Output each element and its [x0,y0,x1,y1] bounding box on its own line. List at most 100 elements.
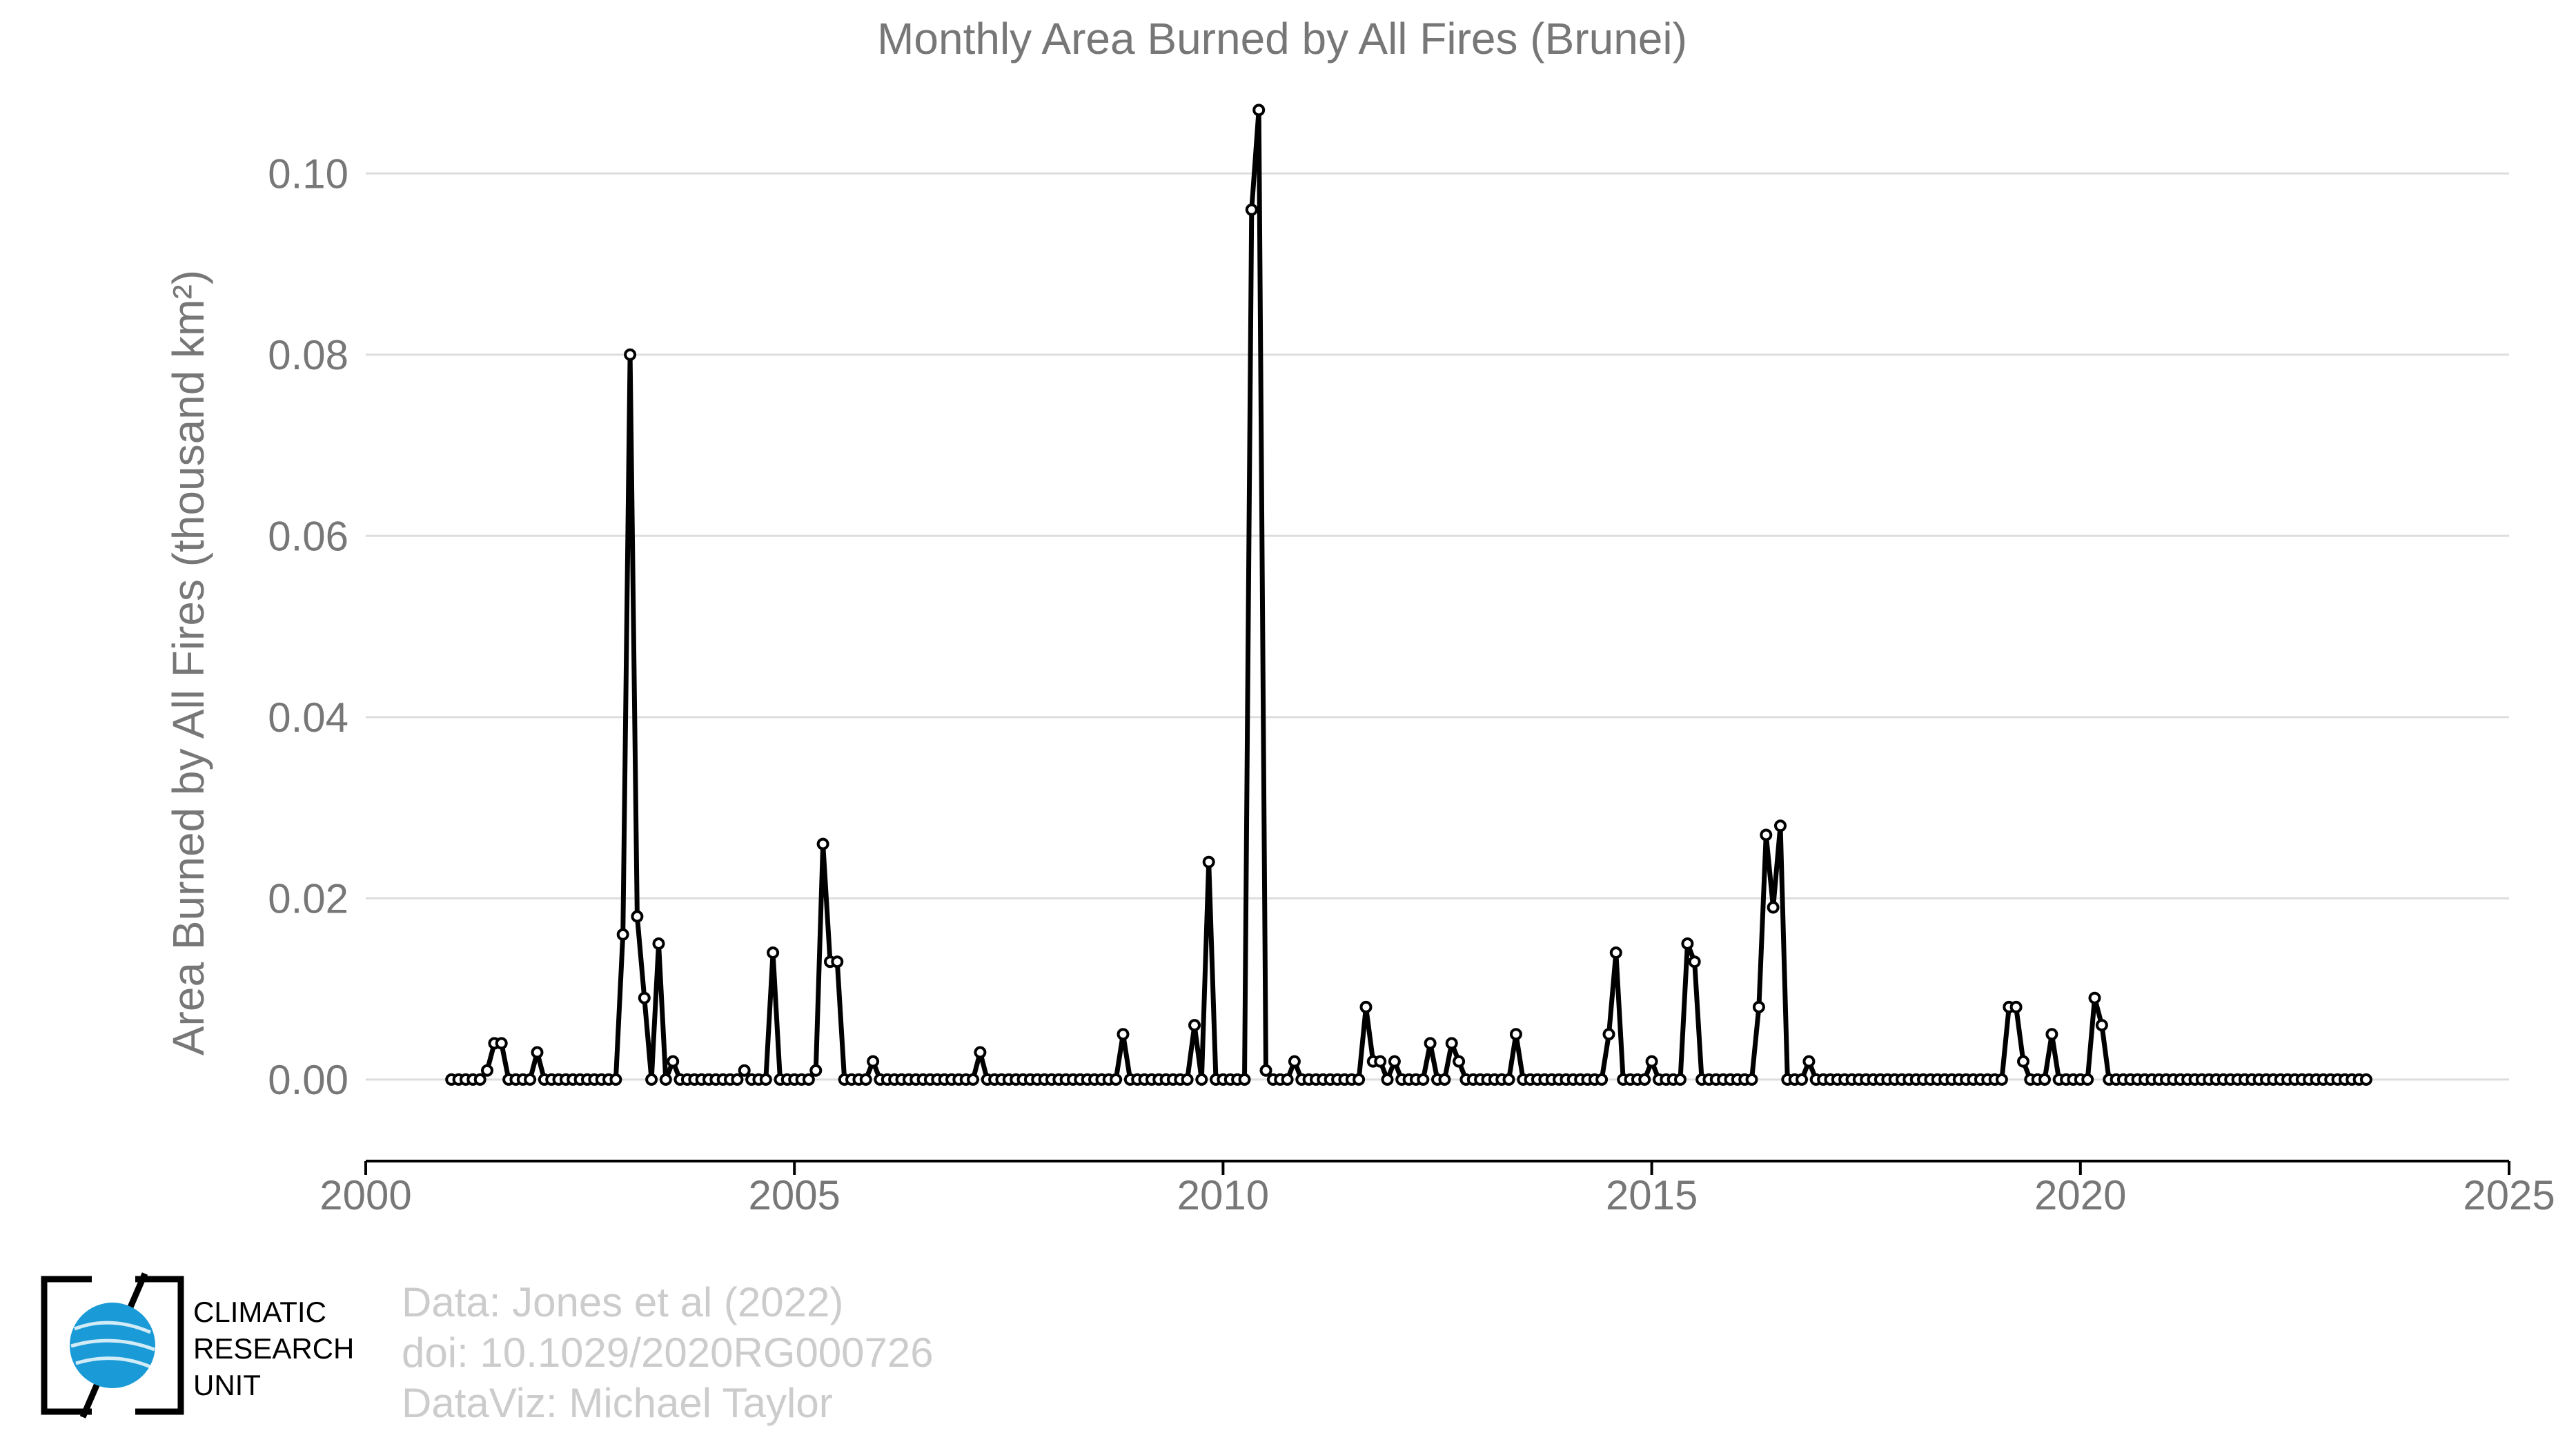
data-point [767,946,780,960]
series-points [445,104,2372,1086]
data-point [1681,937,1694,950]
data-point [624,348,637,361]
data-point [1117,1028,1130,1041]
data-point [1288,1055,1301,1068]
data-point [1281,1073,1294,1086]
data-point [1995,1073,2008,1086]
data-point [1502,1073,1515,1086]
data-point [1774,819,1787,832]
data-point [1602,1028,1615,1041]
data-point [473,1073,486,1086]
data-point [652,937,665,950]
data-point [1245,203,1258,216]
data-point [1381,1073,1394,1086]
data-point [1445,1037,1458,1050]
data-point [759,1073,772,1086]
data-point [645,1073,658,1086]
credit-data: Data: Jones et al (2022) [402,1279,843,1325]
data-point [2081,1073,2094,1086]
data-point [2088,991,2101,1004]
data-point [1609,946,1622,960]
logo-line-1: CLIMATIC [193,1296,326,1328]
data-point [1453,1055,1466,1068]
data-point [816,837,829,850]
x-tick-label: 2010 [1177,1172,1269,1218]
x-axis-ticks: 2000 2005 2010 2015 2020 2025 [319,1161,2555,1218]
logo-bracket-left [41,1276,92,1415]
data-point [2095,1019,2108,1032]
data-point [1110,1073,1123,1086]
cru-logo: CLIMATIC RESEARCH UNIT [41,1272,354,1419]
data-point [1752,1000,1765,1013]
data-point [1195,1073,1208,1086]
data-point [1417,1073,1430,1086]
data-point [1767,901,1780,914]
data-point [1188,1019,1201,1032]
data-point [974,1046,987,1059]
data-point [1674,1073,1687,1086]
data-point [859,1073,872,1086]
data-point [616,928,629,941]
data-point [1688,955,1701,968]
data-point [831,955,844,968]
data-point [1745,1073,1758,1086]
data-point [2009,1000,2023,1013]
y-tick-label: 0.00 [268,1057,348,1103]
credit-doi: doi: 10.1029/2020RG000726 [402,1330,934,1376]
data-point [1181,1073,1194,1086]
data-point [1359,1000,1373,1013]
data-point [1252,104,1266,117]
chart-title: Monthly Area Burned by All Fires (Brunei… [877,14,1687,64]
x-tick-label: 2025 [2463,1172,2555,1218]
data-point [731,1073,744,1086]
data-point [738,1064,751,1077]
grid-lines [366,172,2509,1081]
y-tick-label: 0.06 [268,513,348,559]
data-point [1238,1073,1251,1086]
data-point [1424,1037,1437,1050]
logo-bracket-right [135,1276,184,1415]
data-point [2359,1073,2372,1086]
y-axis-ticks: 0.00 0.02 0.04 0.06 0.08 0.10 [268,150,348,1103]
data-point [524,1073,537,1086]
data-point [1595,1073,1609,1086]
data-point [609,1073,622,1086]
x-tick-label: 2020 [2034,1172,2126,1218]
data-point [1388,1055,1401,1068]
x-tick-label: 2015 [1606,1172,1698,1218]
credit-dataviz: DataViz: Michael Taylor [402,1380,833,1426]
data-point [2038,1073,2051,1086]
data-point [1202,855,1215,868]
data-point [967,1073,979,1086]
data-point [1638,1073,1651,1086]
y-tick-label: 0.10 [268,150,348,197]
y-axis-label: Area Burned by All Fires (thousand km²) [164,270,213,1055]
data-point [1374,1055,1387,1068]
data-point [667,1055,680,1068]
data-point [638,991,651,1004]
data-point [802,1073,815,1086]
data-point [481,1064,493,1077]
data-point [1760,828,1773,841]
data-point [631,910,644,923]
data-point [1509,1028,1522,1041]
data-point [809,1064,823,1077]
y-tick-label: 0.08 [268,332,348,378]
data-point [1802,1055,1816,1068]
logo-line-3: UNIT [193,1369,261,1401]
data-point [495,1037,508,1050]
y-tick-label: 0.02 [268,875,348,922]
data-point [2045,1028,2058,1041]
data-point [1438,1073,1451,1086]
data-point [659,1073,672,1086]
logo-line-2: RESEARCH [193,1332,354,1365]
data-point [2017,1055,2029,1068]
data-point [531,1046,544,1059]
data-point [867,1055,880,1068]
y-tick-label: 0.04 [268,694,348,741]
globe-swirl-icon [70,1321,155,1369]
x-tick-label: 2000 [319,1172,411,1218]
data-point [1796,1073,1808,1086]
x-tick-label: 2005 [748,1172,840,1218]
